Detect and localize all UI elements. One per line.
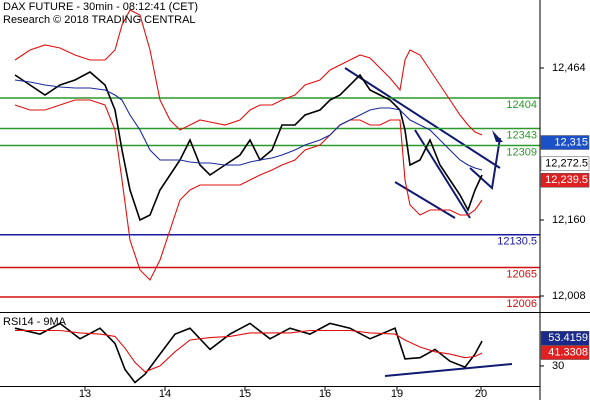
trend-lines bbox=[344, 67, 513, 377]
level-label: 12309 bbox=[506, 146, 537, 158]
price-box bbox=[540, 135, 590, 150]
price-box-label: 12,239.5 bbox=[545, 174, 588, 186]
series-line bbox=[14, 9, 483, 136]
price-box-label: 41.3308 bbox=[548, 346, 588, 358]
series-line bbox=[14, 99, 483, 281]
y-tick-label: 12,160 bbox=[552, 214, 586, 226]
price-box-label: 12,315 bbox=[554, 136, 588, 148]
level-label: 12006 bbox=[506, 298, 537, 310]
level-label: 12130.5 bbox=[497, 236, 537, 248]
series-line bbox=[14, 322, 483, 384]
arrow-head bbox=[492, 130, 503, 142]
forecast-arrow bbox=[469, 137, 501, 190]
rsi-trend-line bbox=[384, 363, 513, 377]
price-box bbox=[540, 173, 590, 188]
panel-title: RSI14 - 9MA bbox=[3, 316, 67, 328]
price-box-label: 12,272.5 bbox=[545, 158, 588, 170]
y-tick-label: 30 bbox=[552, 360, 564, 372]
trend-line bbox=[394, 181, 456, 219]
price-box bbox=[540, 156, 590, 171]
series-line bbox=[14, 71, 483, 222]
x-tick-label: 19 bbox=[391, 388, 403, 400]
x-tick-label: 13 bbox=[79, 388, 91, 400]
level-label: 12065 bbox=[506, 268, 537, 280]
x-tick-label: 20 bbox=[475, 388, 487, 400]
level-label: 12343 bbox=[506, 129, 537, 141]
x-tick-label: 15 bbox=[239, 388, 251, 400]
level-label: 12404 bbox=[506, 99, 537, 111]
trend-line bbox=[414, 129, 471, 219]
series-line bbox=[14, 79, 483, 171]
price-box-label: 53.4159 bbox=[548, 332, 588, 344]
x-tick-label: 14 bbox=[159, 388, 171, 400]
chart-title: DAX FUTURE - 30min - 08:12:41 (CET) bbox=[3, 1, 198, 13]
price-box bbox=[540, 345, 590, 360]
series-line bbox=[15, 329, 483, 373]
x-tick-label: 16 bbox=[319, 388, 331, 400]
chart-subtitle: Research © 2018 TRADING CENTRAL bbox=[3, 14, 196, 26]
y-tick-label: 12,464 bbox=[552, 62, 586, 74]
y-tick-label: 12,008 bbox=[552, 290, 586, 302]
price-box bbox=[540, 331, 590, 346]
trend-line bbox=[344, 67, 501, 169]
